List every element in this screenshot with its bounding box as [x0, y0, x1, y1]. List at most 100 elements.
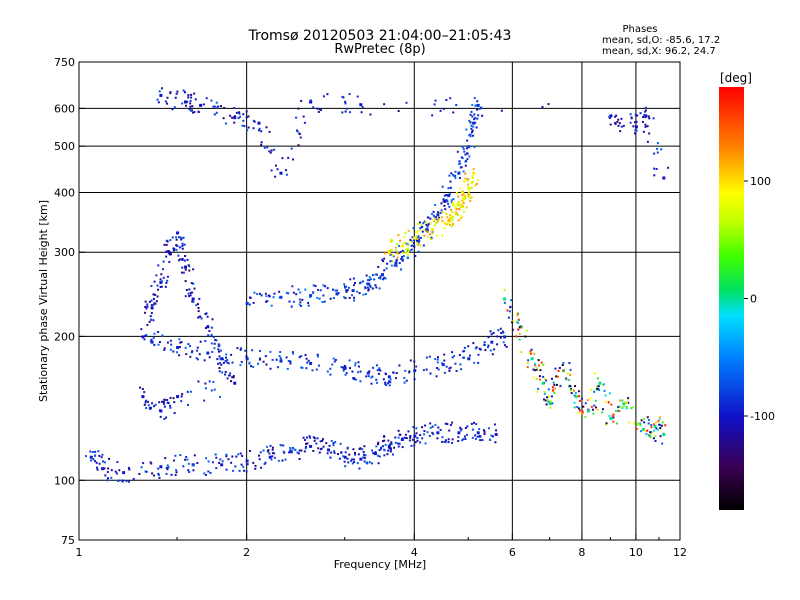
scatter-point — [409, 359, 412, 362]
scatter-point — [566, 378, 569, 381]
scatter-point — [427, 223, 430, 226]
scatter-point — [457, 219, 460, 222]
scatter-point — [318, 451, 321, 454]
scatter-point — [89, 450, 92, 453]
scatter-point — [192, 300, 195, 303]
x-tick-label: 2 — [243, 546, 250, 559]
scatter-point — [318, 108, 321, 111]
scatter-point — [364, 454, 367, 457]
scatter-point — [441, 362, 444, 365]
trace-point — [309, 294, 313, 298]
scatter-point — [271, 448, 274, 451]
scatter-point — [181, 392, 184, 395]
scatter-point — [367, 375, 370, 378]
trace-point — [387, 444, 391, 448]
scatter-point — [197, 111, 200, 114]
scatter-point — [334, 358, 337, 361]
scatter-point — [190, 282, 193, 285]
scatter-point — [144, 407, 147, 410]
scatter-point — [157, 472, 160, 475]
scatter-point — [361, 280, 364, 283]
scatter-point — [289, 360, 292, 363]
scatter-point — [195, 357, 198, 360]
scatter-point — [166, 96, 169, 99]
scatter-point — [309, 296, 312, 299]
trace-point — [183, 100, 187, 104]
scatter-point — [450, 201, 453, 204]
scatter-point — [326, 452, 329, 455]
scatter-point — [300, 304, 303, 307]
scatter-point — [174, 96, 177, 99]
scatter-point — [338, 457, 341, 460]
scatter-point — [349, 278, 352, 281]
scatter-point — [238, 469, 241, 472]
trace-point — [351, 289, 355, 293]
scatter-point — [345, 289, 348, 292]
scatter-point — [272, 452, 275, 455]
scatter-point — [518, 338, 521, 341]
scatter-point — [408, 370, 411, 373]
scatter-point — [455, 192, 458, 195]
scatter-point — [581, 410, 584, 413]
scatter-point — [162, 276, 165, 279]
scatter-point — [471, 180, 474, 183]
scatter-point — [449, 208, 452, 211]
scatter-point — [298, 303, 301, 306]
x-tick-label: 4 — [411, 546, 418, 559]
scatter-point — [388, 447, 391, 450]
scatter-point — [369, 286, 372, 289]
trace-point — [622, 402, 626, 406]
scatter-point — [309, 99, 312, 102]
scatter-point — [190, 96, 193, 99]
scatter-point — [154, 302, 157, 305]
scatter-point — [348, 296, 351, 299]
scatter-point — [369, 278, 372, 281]
scatter-point — [178, 345, 181, 348]
scatter-point — [474, 347, 477, 350]
scatter-point — [383, 439, 386, 442]
scatter-point — [344, 465, 347, 468]
scatter-point — [118, 469, 121, 472]
scatter-point — [160, 280, 163, 283]
scatter-point — [205, 97, 208, 100]
trace-point — [279, 171, 283, 175]
scatter-point — [169, 239, 172, 242]
scatter-point — [268, 130, 271, 133]
scatter-point — [285, 291, 288, 294]
scatter-point — [511, 328, 514, 331]
trace-point — [400, 437, 404, 441]
scatter-point — [335, 289, 338, 292]
scatter-point — [374, 451, 377, 454]
scatter-point — [182, 236, 185, 239]
scatter-point — [365, 274, 368, 277]
scatter-point — [388, 384, 391, 387]
scatter-point — [468, 194, 471, 197]
scatter-point — [547, 400, 550, 403]
scatter-point — [569, 373, 572, 376]
scatter-point — [190, 351, 193, 354]
scatter-point — [375, 286, 378, 289]
scatter-point — [140, 328, 143, 331]
scatter-point — [647, 422, 650, 425]
scatter-point — [640, 419, 643, 422]
scatter-point — [577, 407, 580, 410]
scatter-point — [463, 195, 466, 198]
scatter-point — [316, 296, 319, 299]
scatter-point — [466, 180, 469, 183]
scatter-point — [193, 111, 196, 114]
scatter-point — [449, 186, 452, 189]
scatter-point — [558, 366, 561, 369]
trace-point — [462, 196, 466, 200]
scatter-point — [378, 455, 381, 458]
scatter-point — [260, 294, 263, 297]
scatter-point — [402, 255, 405, 258]
scatter-point — [471, 115, 474, 118]
scatter-point — [191, 464, 194, 467]
scatter-point — [442, 198, 445, 201]
scatter-point — [212, 336, 215, 339]
scatter-point — [386, 453, 389, 456]
scatter-point — [537, 387, 540, 390]
scatter-point — [423, 228, 426, 231]
scatter-point — [268, 150, 271, 153]
scatter-point — [300, 99, 303, 102]
